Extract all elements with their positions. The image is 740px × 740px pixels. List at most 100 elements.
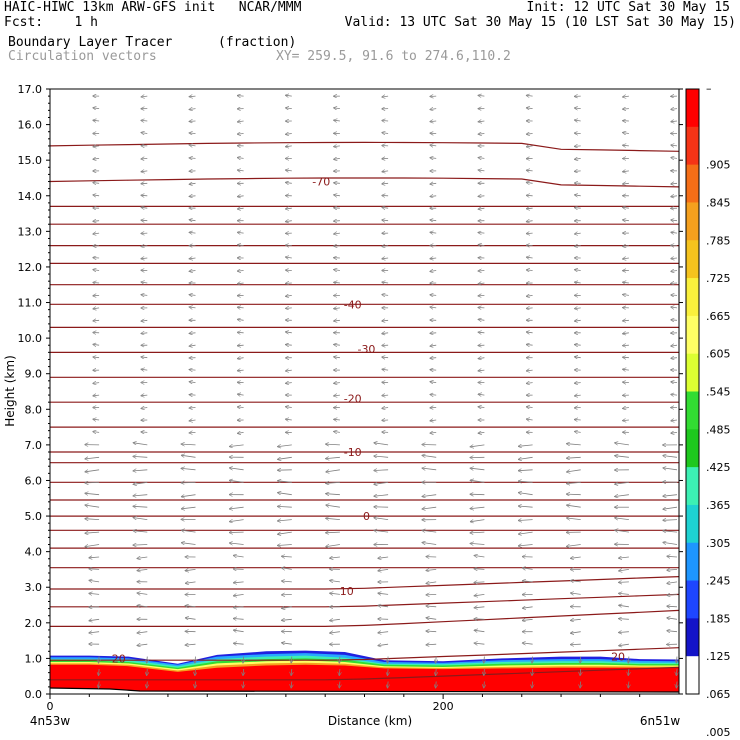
contour-line-25	[49, 141, 680, 152]
vector-476	[527, 134, 533, 135]
vector-186	[238, 158, 244, 159]
vector-354	[422, 455, 437, 457]
colorbar-label-12: .245	[706, 575, 731, 588]
x-tick-label-0: 0	[47, 700, 54, 713]
vector-96	[195, 681, 196, 688]
vector-603	[671, 345, 678, 346]
vector-337	[436, 669, 437, 675]
vector-447	[519, 493, 533, 496]
vector-189	[238, 121, 244, 122]
vector-413	[479, 319, 485, 320]
vector-104	[186, 582, 196, 583]
vector-261	[334, 419, 340, 420]
vector-367	[430, 295, 437, 296]
vector-301	[374, 518, 389, 520]
vector-571	[623, 145, 629, 146]
vector-537	[619, 569, 629, 571]
vector-157	[230, 520, 244, 522]
vector-546	[615, 456, 629, 458]
vector-419	[479, 245, 485, 246]
vector-136	[190, 183, 196, 184]
vector-251	[326, 544, 340, 547]
vector-450	[519, 456, 533, 459]
vector-303	[374, 495, 389, 497]
vector-323	[382, 246, 389, 247]
corner-label-left: 4n53w	[30, 714, 71, 728]
vector-18	[85, 457, 100, 459]
colorbar-label-4: .725	[706, 272, 731, 285]
colorbar-swatch-0	[686, 89, 699, 128]
vector-37	[93, 221, 100, 222]
vector-532	[619, 632, 629, 633]
vector-126	[190, 307, 196, 308]
vector-480	[580, 681, 581, 688]
vector-285	[334, 120, 340, 121]
vector-525	[575, 120, 581, 121]
contour-line-3	[50, 593, 680, 608]
vector-618	[671, 158, 678, 159]
vector-360	[430, 382, 437, 383]
vector-420	[478, 233, 485, 234]
vector-469	[527, 221, 533, 222]
vector-257	[326, 469, 340, 472]
vector-242	[339, 656, 340, 663]
vector-295	[378, 593, 389, 594]
corner-label-right: 6n51w	[640, 714, 681, 728]
vector-347	[422, 543, 437, 545]
vector-200	[282, 581, 292, 582]
y-tick-label-13: 13.0	[18, 225, 43, 238]
vector-256	[326, 482, 340, 483]
vector-213	[286, 419, 292, 420]
contour-line-0	[50, 666, 680, 681]
vector-521	[575, 171, 581, 172]
vector-263	[334, 395, 340, 396]
colorbar-swatch-4	[686, 240, 699, 279]
colorbar-frame	[685, 88, 700, 695]
vector-498	[567, 457, 581, 458]
vector-478	[527, 108, 533, 109]
vector-24	[93, 383, 100, 384]
vector-576	[676, 681, 677, 688]
vector-488	[571, 581, 581, 582]
colorbar-swatch-2	[686, 164, 699, 203]
colorbar-label-16: .005	[706, 726, 731, 739]
vector-549	[623, 420, 629, 421]
vector-495	[567, 494, 581, 495]
vector-223	[286, 295, 292, 296]
vector-97	[195, 669, 196, 675]
vector-253	[326, 518, 340, 519]
vector-378	[430, 158, 437, 159]
vector-252	[326, 532, 340, 533]
vector-544	[615, 482, 629, 484]
vector-506	[575, 357, 581, 358]
vector-335	[382, 96, 389, 97]
y-tick-label-14: 14.0	[18, 190, 43, 203]
vector-29	[93, 320, 100, 321]
vector-339	[426, 644, 437, 645]
vector-121	[190, 370, 196, 371]
vector-123	[190, 345, 196, 346]
vector-205	[278, 520, 292, 521]
vector-332	[382, 133, 389, 134]
vector-575	[623, 96, 629, 97]
vector-115	[182, 444, 196, 445]
vector-0	[99, 681, 100, 688]
vector-459	[527, 345, 533, 346]
vector-80	[141, 282, 148, 283]
vector-203	[278, 545, 292, 546]
vector-470	[527, 208, 533, 209]
vector-490	[571, 557, 581, 558]
vector-170	[238, 358, 244, 359]
colorbar-label-8: .485	[706, 423, 731, 436]
vector-297	[378, 569, 389, 570]
vector-26	[93, 357, 100, 358]
vector-198	[282, 607, 292, 609]
vector-429	[479, 121, 485, 122]
vector-516	[575, 233, 581, 234]
vector-245	[330, 619, 340, 620]
vector-428	[479, 134, 485, 135]
xy-label: XY= 259.5, 91.6 to 274.6,110.2	[276, 49, 511, 64]
vector-591	[663, 495, 678, 497]
field-units: (fraction)	[218, 35, 297, 50]
vector-255	[326, 494, 340, 495]
